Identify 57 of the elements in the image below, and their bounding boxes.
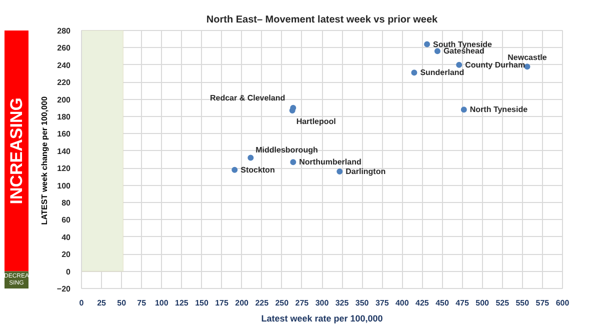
- chart-title: North East– Movement latest week vs prior week: [206, 14, 438, 26]
- x-tick-label: 25: [97, 298, 107, 308]
- data-label: Gateshead: [443, 46, 484, 56]
- y-tick-label: 60: [62, 216, 72, 225]
- x-tick-label: 375: [375, 298, 390, 308]
- x-tick-label: 75: [137, 298, 147, 308]
- y-tick-label: −20: [56, 284, 72, 294]
- x-tick-label: 250: [275, 298, 290, 308]
- y-tick-label: 0: [66, 267, 72, 276]
- y-tick-label: 40: [62, 232, 72, 242]
- x-tick-label: 225: [255, 298, 270, 308]
- x-tick-label: 575: [536, 298, 550, 308]
- data-label: North Tyneside: [470, 105, 528, 114]
- x-tick-label: 200: [235, 298, 250, 308]
- text: INCREASING: [7, 98, 26, 204]
- x-tick-label: 175: [215, 298, 230, 308]
- y-tick-label: 100: [57, 181, 72, 190]
- x-tick-label: 125: [175, 298, 189, 308]
- x-tick-label: 100: [154, 298, 169, 308]
- y-tick-label: 280: [57, 26, 72, 36]
- x-tick-label: 400: [395, 298, 410, 308]
- x-tick-label: 50: [117, 298, 127, 308]
- y-tick-label: 180: [57, 112, 72, 122]
- x-tick-label: 475: [456, 298, 470, 308]
- x-tick-label: 300: [315, 298, 330, 308]
- data-label: Darlington: [346, 167, 386, 176]
- data-label: Hartlepool: [296, 116, 336, 126]
- data-label: Stockton: [240, 165, 275, 174]
- x-tick-label: 350: [355, 298, 370, 308]
- y-axis-title: LATEST week change per 100,000: [40, 96, 49, 225]
- x-tick-label: 450: [436, 298, 450, 308]
- data-label: Newcastle: [508, 53, 548, 62]
- y-tick-label: 140: [57, 146, 72, 156]
- y-tick-label: 20: [62, 250, 72, 260]
- y-tick-label: 260: [57, 44, 72, 53]
- x-tick-label: 550: [516, 298, 530, 308]
- x-axis-title: Latest week rate per 100,000: [261, 314, 383, 324]
- y-tick-label: 240: [57, 60, 72, 70]
- x-tick-label: 425: [416, 298, 430, 308]
- data-label: County Durham: [465, 60, 526, 70]
- data-label: Middlesborough: [256, 145, 318, 154]
- y-tick-label: 80: [62, 198, 72, 208]
- x-tick-label: 600: [556, 298, 570, 308]
- x-tick-label: 150: [195, 298, 209, 308]
- data-label: South Tyneside: [433, 40, 493, 49]
- x-tick-label: 325: [335, 298, 350, 308]
- y-tick-label: 200: [57, 95, 72, 104]
- x-tick-label: 275: [295, 298, 310, 308]
- data-label: Northumberland: [299, 158, 362, 167]
- y-tick-label: 160: [57, 130, 72, 139]
- y-tick-label: 220: [57, 78, 72, 88]
- x-tick-label: 525: [496, 298, 510, 308]
- y-tick-label: 120: [57, 164, 72, 174]
- x-tick-label: 500: [476, 298, 490, 308]
- x-tick-label: 0: [79, 298, 84, 308]
- data-label: Redcar & Cleveland: [210, 93, 286, 102]
- data-label: Sunderland: [420, 68, 464, 78]
